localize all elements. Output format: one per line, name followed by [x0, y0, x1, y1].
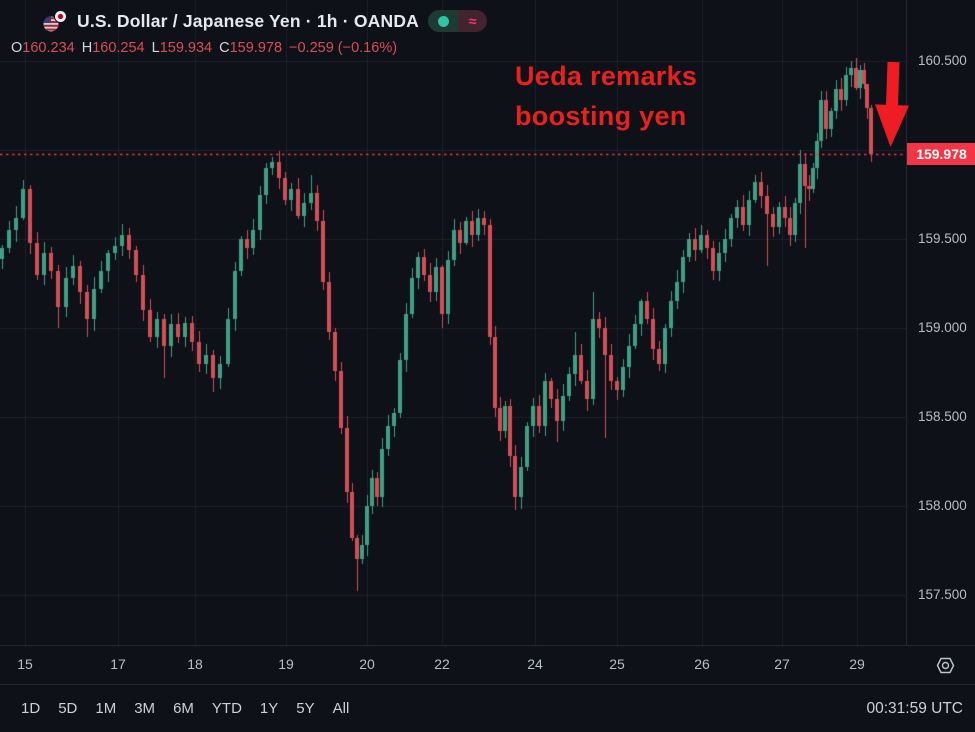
day-tick-27: 27: [774, 656, 790, 672]
open-label: O: [11, 40, 23, 56]
day-tick-19: 19: [278, 656, 294, 672]
day-tick-22: 22: [434, 656, 450, 672]
price-tick-159.000: 159.000: [918, 320, 967, 335]
price-tick-157.500: 157.500: [918, 587, 967, 602]
open-value: 160.234: [22, 40, 75, 56]
range-button-1M[interactable]: 1M: [95, 700, 117, 717]
range-button-6M[interactable]: 6M: [173, 700, 194, 717]
annotation-line1: Ueda remarks: [515, 61, 698, 91]
day-tick-17: 17: [110, 656, 126, 672]
range-button-YTD[interactable]: YTD: [211, 700, 242, 717]
down-arrow-annotation[interactable]: [870, 60, 913, 149]
clock-utc[interactable]: 00:31:59 UTC: [866, 699, 964, 717]
price-tick-158.500: 158.500: [918, 409, 967, 424]
range-button-5D[interactable]: 5D: [58, 700, 78, 717]
day-tick-18: 18: [187, 656, 203, 672]
price-tick-159.500: 159.500: [918, 231, 967, 246]
close-label: C: [219, 40, 230, 56]
close-value: 159.978: [229, 40, 283, 56]
annotation-line2: boosting yen: [515, 101, 687, 131]
day-tick-20: 20: [359, 656, 375, 672]
day-tick-24: 24: [527, 656, 543, 672]
change-value: −0.259 (−0.16%): [289, 40, 398, 56]
price-axis[interactable]: 159.978 160.500 159.500 159.000 158.500 158.…: [906, 0, 975, 645]
day-tick-15: 15: [17, 656, 33, 672]
symbol-title[interactable]: U.S. Dollar / Japanese Yen · 1h · OANDA: [77, 10, 420, 31]
low-label: L: [151, 40, 160, 56]
range-button-1D[interactable]: 1D: [21, 700, 41, 717]
usdjpy-flag-icon: [42, 10, 68, 32]
day-tick-25: 25: [609, 656, 625, 672]
day-tick-26: 26: [694, 656, 710, 672]
high-label: H: [81, 40, 93, 56]
time-axis[interactable]: 15 17 18 19 20 22 24 25 26 27 29: [0, 645, 975, 684]
market-open-dot-icon: [428, 10, 459, 32]
delayed-data-icon: ≈: [458, 10, 488, 32]
low-value: 159.934: [159, 40, 213, 56]
high-value: 160.254: [92, 40, 145, 56]
candlestick-canvas[interactable]: [0, 0, 906, 645]
range-button-5Y[interactable]: 5Y: [296, 700, 315, 717]
price-tick-160.500: 160.500: [918, 53, 967, 68]
annotation-ueda-remarks[interactable]: Ueda remarks boosting yen: [515, 56, 697, 136]
bottom-toolbar: 1D 5D 1M 3M 6M YTD 1Y 5Y All 00:31:59 UTC: [0, 684, 975, 732]
chart-header: U.S. Dollar / Japanese Yen · 1h · OANDA …: [42, 8, 488, 34]
last-price-badge: 159.978: [907, 142, 975, 165]
ohlc-row: O160.234 H160.254 L159.934 C159.978 −0.259 (…: [11, 40, 397, 56]
price-tick-158.000: 158.000: [918, 498, 967, 513]
day-tick-29: 29: [849, 656, 865, 672]
axis-settings-gear-icon[interactable]: [936, 656, 955, 675]
date-range-buttons: 1D 5D 1M 3M 6M YTD 1Y 5Y All: [21, 700, 349, 717]
range-button-1Y[interactable]: 1Y: [259, 700, 279, 717]
range-button-3M[interactable]: 3M: [134, 700, 156, 717]
market-status-toggle[interactable]: ≈: [428, 10, 488, 32]
range-button-All[interactable]: All: [332, 700, 350, 717]
